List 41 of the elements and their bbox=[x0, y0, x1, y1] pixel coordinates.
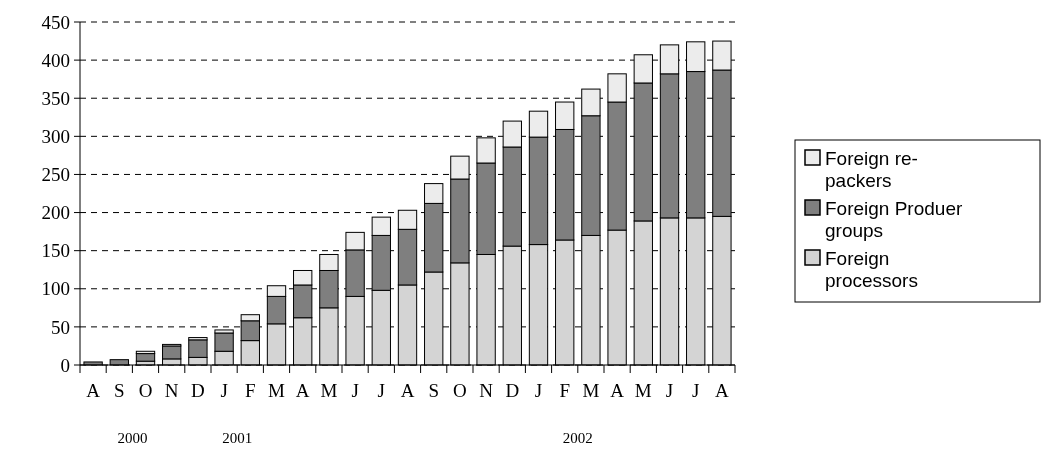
text: 2002 bbox=[562, 430, 593, 446]
x-tick-label: O bbox=[138, 380, 153, 401]
y-tick-label: 250 bbox=[41, 164, 70, 186]
text: 2000 bbox=[117, 430, 148, 446]
x-tick-label: M bbox=[320, 380, 338, 401]
x-tick-label: D bbox=[191, 380, 205, 401]
x-tick-label: A bbox=[86, 380, 101, 401]
x-tick-label: A bbox=[295, 380, 310, 401]
x-tick-label: S bbox=[114, 380, 125, 401]
x-tick-label: J bbox=[534, 380, 543, 401]
y-tick-label: 200 bbox=[41, 202, 70, 224]
x-tick-label: J bbox=[692, 380, 700, 401]
y-tick-label: 450 bbox=[41, 11, 70, 33]
x-tick-label: S bbox=[428, 380, 439, 401]
x-tick-label: J bbox=[665, 380, 674, 401]
x-tick-label: O bbox=[453, 380, 467, 401]
x-tick-label: M bbox=[268, 380, 286, 401]
y-tick-label: 0 bbox=[60, 354, 70, 376]
y-tick-label: 350 bbox=[41, 87, 70, 109]
x-tick-label: F bbox=[245, 380, 256, 401]
x-tick-label: A bbox=[400, 380, 415, 401]
x-tick-label: M bbox=[634, 380, 652, 401]
y-tick-label: 100 bbox=[41, 278, 70, 300]
x-tick-label: A bbox=[610, 380, 625, 401]
legend-label: Foreign processors bbox=[825, 247, 918, 291]
x-tick-label: A bbox=[715, 380, 730, 401]
x-tick-label: N bbox=[479, 380, 494, 401]
x-tick-label: N bbox=[164, 380, 179, 401]
y-tick-label: 150 bbox=[41, 240, 70, 262]
y-tick-label: 300 bbox=[41, 125, 70, 147]
legend-label: Foreign re-packers bbox=[825, 147, 918, 191]
x-tick-label: J bbox=[220, 380, 228, 401]
x-tick-label: F bbox=[559, 380, 570, 401]
x-tick-label: J bbox=[377, 380, 385, 401]
y-tick-label: 50 bbox=[51, 316, 70, 338]
x-tick-label: J bbox=[351, 380, 359, 401]
x-tick-label: M bbox=[582, 380, 600, 401]
x-tick-label: D bbox=[505, 380, 520, 401]
legend-label: Foreign Produer groups bbox=[825, 197, 963, 241]
text: 2001 bbox=[222, 430, 253, 446]
y-tick-label: 400 bbox=[41, 49, 70, 71]
